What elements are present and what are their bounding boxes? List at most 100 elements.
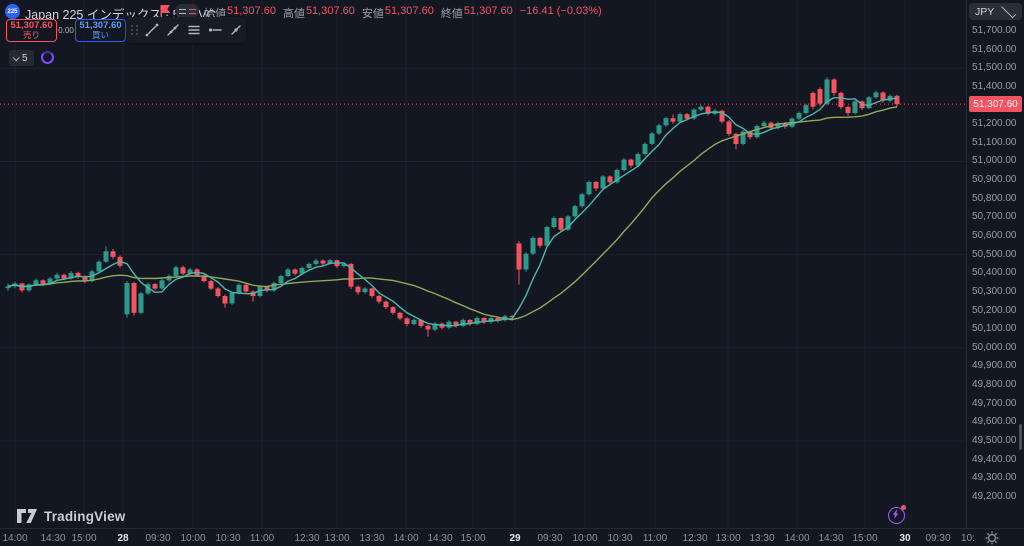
price-axis-label: 51,700.00 <box>972 25 1017 36</box>
candle-body <box>75 272 81 277</box>
candle-body <box>740 131 746 144</box>
cross-line-tool[interactable] <box>225 19 246 41</box>
price-axis-label: 51,000.00 <box>972 155 1017 166</box>
candle-body <box>47 278 53 285</box>
market-status-icon[interactable] <box>888 505 906 524</box>
gear-icon[interactable] <box>985 531 999 545</box>
candle-body <box>432 323 438 330</box>
time-axis-label: 12:30 <box>682 533 708 544</box>
time-axis-label: 14:30 <box>818 533 844 544</box>
horizontal-ray-tool[interactable] <box>204 19 225 41</box>
legend-collapse-chip[interactable]: 5 <box>9 50 34 66</box>
time-axis-label: 11:00 <box>249 533 275 544</box>
tradingview-logo[interactable]: TradingView <box>16 506 125 526</box>
candle-body <box>873 92 879 98</box>
time-axis-label: 10:00 <box>180 533 206 544</box>
sell-price: 51,307.60 <box>10 20 53 32</box>
chevron-down-icon <box>12 53 20 61</box>
candle-body <box>803 105 809 113</box>
close-value: 51,307.60 <box>463 5 513 17</box>
candle-body <box>152 284 158 289</box>
trend-line-tool[interactable] <box>141 19 162 41</box>
symbol-logo-badge: 225 <box>5 4 20 19</box>
candle-body <box>376 296 382 302</box>
candle-body <box>824 79 830 104</box>
candle-body <box>880 92 886 101</box>
time-axis-label: 14:00 <box>393 533 419 544</box>
candle-body <box>649 133 655 144</box>
candle-body <box>390 307 396 313</box>
parallel-lines-tool[interactable] <box>183 19 204 41</box>
ray-line-tool[interactable] <box>162 19 183 41</box>
time-axis-label: 11:00 <box>642 533 668 544</box>
candle-body <box>68 272 74 279</box>
time-axis-day-label: 29 <box>509 533 521 544</box>
candle-body <box>404 318 410 324</box>
price-axis-label: 51,400.00 <box>972 81 1017 92</box>
candle-body <box>614 170 620 183</box>
candle-body <box>495 318 501 321</box>
candle-body <box>299 268 305 274</box>
candle-body <box>425 325 431 330</box>
candle-body <box>264 286 270 291</box>
time-axis-label: 14:30 <box>40 533 66 544</box>
flag-color-pill[interactable] <box>175 4 199 18</box>
candle-body <box>628 159 634 166</box>
candle-body <box>460 319 466 326</box>
candle-body <box>61 274 67 279</box>
candle-body <box>180 267 186 274</box>
candle-body <box>278 276 284 283</box>
candle-body <box>292 269 298 274</box>
flag-icon[interactable] <box>159 4 172 18</box>
time-axis[interactable]: 14:00 14:30 15:00 28 09:30 10:00 10:30 11:00 12:… <box>0 528 1024 546</box>
status-ring <box>888 507 905 524</box>
candle-body <box>691 109 697 119</box>
candle-body <box>684 114 690 119</box>
ohlc-readout: 始値 51,307.60 高値 51,307.60 安値 51,307.60 終値 51… <box>204 5 602 21</box>
price-axis-label: 49,500.00 <box>972 435 1017 446</box>
candle-body <box>775 123 781 128</box>
price-axis-scrollbar[interactable] <box>1019 424 1022 450</box>
price-axis-label: 50,000.00 <box>972 342 1017 353</box>
time-axis-label: 14:30 <box>427 533 453 544</box>
candle-body <box>733 133 739 144</box>
candle-body <box>551 218 557 227</box>
price-axis-label: 49,800.00 <box>972 379 1017 390</box>
candle-body <box>817 89 823 104</box>
candle-body <box>670 118 676 122</box>
price-axis-label: 50,100.00 <box>972 323 1017 334</box>
candle-body <box>362 288 368 293</box>
candlestick-chart[interactable] <box>0 0 966 528</box>
toolbar-drag-handle[interactable] <box>129 22 141 38</box>
candle-body <box>313 260 319 264</box>
currency-selector[interactable]: JPY <box>969 3 1022 20</box>
price-axis-label: 50,300.00 <box>972 286 1017 297</box>
time-axis-label: 09:30 <box>537 533 563 544</box>
candle-body <box>285 269 291 276</box>
time-axis-label: 13:00 <box>324 533 350 544</box>
sell-button[interactable]: 51,307.60 売り <box>6 19 57 42</box>
candle-body <box>866 97 872 109</box>
candle-body <box>159 280 165 289</box>
candle-body <box>145 284 151 294</box>
price-axis-label: 49,200.00 <box>972 491 1017 502</box>
time-axis-label: 12:30 <box>294 533 320 544</box>
price-axis-label: 50,400.00 <box>972 267 1017 278</box>
chevron-down-icon <box>1001 3 1017 19</box>
candle-body <box>257 286 263 296</box>
time-axis-label: 10:30 <box>215 533 241 544</box>
currency-label: JPY <box>975 5 995 18</box>
candle-body <box>754 126 760 138</box>
change-value: −16.41 (−0.03%) <box>519 5 602 17</box>
price-axis[interactable]: JPY 51,307.60 51,700.00 51,600.00 51,500.0… <box>966 0 1024 528</box>
red-bars-icon <box>188 8 196 14</box>
sell-label: 売り <box>22 30 40 41</box>
indicator-loading-spinner <box>41 51 54 64</box>
candle-body <box>579 194 585 207</box>
low-label: 安値 <box>361 8 384 20</box>
candle-body <box>26 284 32 291</box>
price-axis-label: 50,900.00 <box>972 174 1017 185</box>
candle-body <box>852 101 858 113</box>
candle-body <box>621 159 627 170</box>
buy-button[interactable]: 51,307.60 買い <box>75 19 126 42</box>
